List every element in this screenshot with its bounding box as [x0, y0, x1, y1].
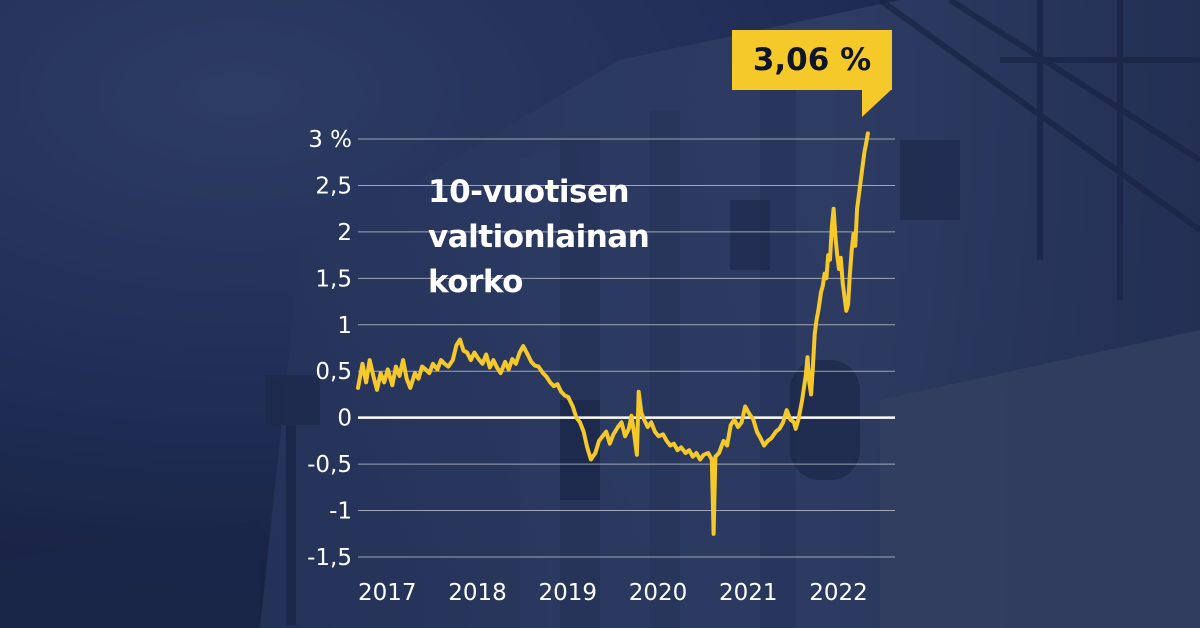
x-axis: 2017 2018 2019 2020 2021 2022 [358, 580, 868, 606]
series-group [356, 131, 870, 536]
y-tick-label: 0,5 [315, 359, 352, 385]
y-tick-label: 3 % [308, 127, 352, 153]
x-tick-label: 2021 [719, 580, 778, 606]
x-tick-label: 2022 [809, 580, 868, 606]
x-tick-label: 2019 [539, 580, 598, 606]
series-line [356, 131, 870, 536]
chart-title-line-3: korko [428, 264, 523, 300]
grid-lines [358, 138, 895, 558]
x-tick-label: 2020 [629, 580, 688, 606]
x-tick-label: 2018 [448, 580, 507, 606]
y-tick-label: 2,5 [315, 173, 352, 199]
y-tick-label: 1 [337, 313, 352, 339]
y-tick-label: -0,5 [307, 452, 352, 478]
chart-title: 10-vuotisen valtionlainan korko [428, 170, 708, 305]
y-tick-label: -1 [329, 499, 352, 525]
callout-pointer [862, 89, 892, 117]
x-tick-label: 2017 [358, 580, 417, 606]
chart-title-line-1: 10-vuotisen [428, 174, 630, 210]
y-tick-label: 1,5 [315, 266, 352, 292]
y-axis: 3 % 2,5 2 1,5 1 0,5 0 -0,5 -1 -1,5 [307, 127, 352, 571]
chart-title-line-2: valtionlainan [428, 219, 650, 255]
y-tick-label: 2 [337, 220, 352, 246]
latest-value-callout: 3,06 % [732, 30, 892, 90]
y-tick-label: -1,5 [307, 545, 352, 571]
y-tick-label: 0 [337, 406, 352, 432]
